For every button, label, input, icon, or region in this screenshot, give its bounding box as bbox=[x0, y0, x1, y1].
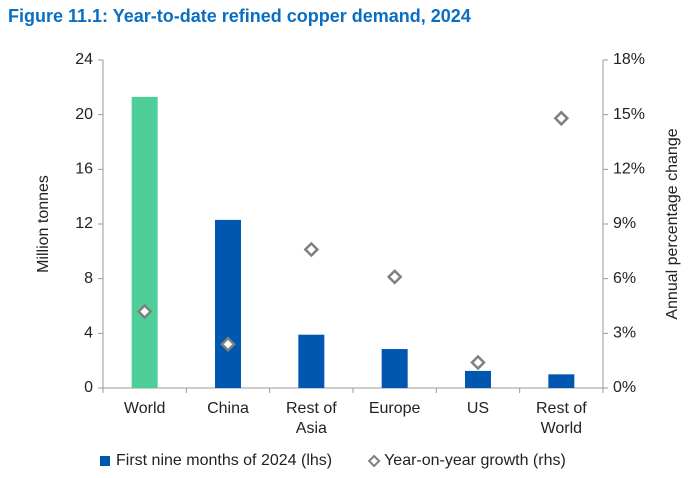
bar bbox=[131, 96, 158, 389]
y2-tick-label: 3% bbox=[613, 325, 636, 342]
y-axis-title: Million tonnes bbox=[35, 175, 52, 273]
y-tick-label: 20 bbox=[75, 106, 93, 123]
bar bbox=[298, 334, 325, 388]
bar bbox=[465, 370, 491, 388]
marker bbox=[470, 354, 486, 371]
y2-tick-label: 15% bbox=[613, 106, 645, 123]
y2-tick-label: 18% bbox=[613, 51, 645, 68]
marker bbox=[553, 110, 570, 127]
y-tick-label: 8 bbox=[84, 270, 93, 287]
legend-marker bbox=[367, 454, 381, 468]
x-tick-label: Rest of Asia bbox=[285, 400, 337, 437]
y-tick-label: 12 bbox=[75, 215, 93, 232]
y-tick-label: 0 bbox=[84, 379, 93, 396]
marker bbox=[136, 303, 153, 320]
marker bbox=[303, 241, 320, 258]
x-tick-label: World bbox=[123, 400, 166, 417]
legend-label: Year-on-year growth (rhs) bbox=[384, 452, 566, 469]
y2-tick-label: 9% bbox=[613, 215, 636, 232]
y-tick-label: 24 bbox=[75, 51, 93, 68]
x-tick-label: US bbox=[466, 400, 490, 417]
chart-title: Figure 11.1: Year-to-date refined copper… bbox=[8, 6, 471, 26]
bar bbox=[381, 349, 408, 388]
marker bbox=[386, 269, 403, 285]
y2-tick-label: 12% bbox=[613, 161, 645, 178]
marker bbox=[220, 336, 236, 353]
legend-marker bbox=[100, 456, 110, 466]
x-tick-label: China bbox=[207, 400, 249, 417]
y-tick-label: 4 bbox=[84, 325, 93, 342]
y2-tick-label: 6% bbox=[613, 270, 636, 287]
y2-tick-label: 0% bbox=[613, 379, 636, 396]
y2-axis-title: Annual percentage change bbox=[664, 128, 681, 319]
bar bbox=[215, 219, 241, 388]
legend-label: First nine months of 2024 (lhs) bbox=[116, 452, 332, 469]
x-tick-label: Rest of World bbox=[535, 400, 587, 437]
y-tick-label: 16 bbox=[75, 161, 93, 178]
x-tick-label: Europe bbox=[368, 400, 421, 417]
bar bbox=[548, 374, 575, 388]
